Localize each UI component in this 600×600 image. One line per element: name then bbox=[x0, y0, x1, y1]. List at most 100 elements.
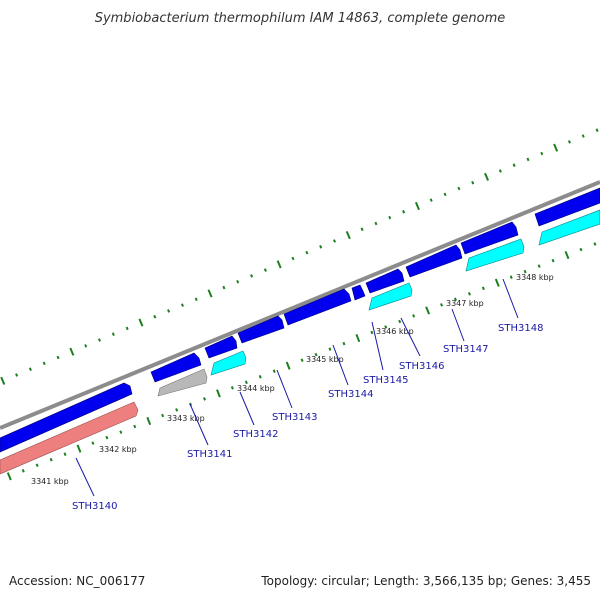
gene-arrow-sth3141[interactable] bbox=[157, 368, 208, 397]
minor-tick bbox=[56, 355, 60, 360]
gene-label-sth3147[interactable]: STH3147 bbox=[443, 344, 488, 355]
minor-tick bbox=[412, 314, 416, 318]
minor-tick bbox=[91, 441, 95, 445]
minor-tick bbox=[236, 279, 240, 284]
scale-label: 3346 kbp bbox=[376, 327, 414, 336]
minor-tick bbox=[222, 285, 226, 290]
minor-tick bbox=[258, 375, 262, 379]
minor-tick bbox=[342, 341, 346, 346]
minor-tick bbox=[49, 457, 53, 462]
leader-line bbox=[276, 369, 293, 409]
gene-arrow-sth3148-forward[interactable] bbox=[460, 221, 519, 255]
gene-arrow-sth3147[interactable] bbox=[405, 244, 463, 278]
gene-arrow-sth3149-forward[interactable] bbox=[534, 187, 600, 227]
minor-tick bbox=[388, 215, 392, 220]
leader-line bbox=[400, 317, 421, 357]
gene-arrow-sth3146-forward[interactable] bbox=[365, 268, 405, 294]
minor-tick bbox=[202, 397, 207, 401]
minor-tick bbox=[35, 463, 39, 467]
minor-tick bbox=[526, 157, 530, 162]
major-tick bbox=[69, 347, 75, 356]
minor-tick bbox=[180, 303, 184, 307]
gene-label-sth3141[interactable]: STH3141 bbox=[187, 449, 232, 460]
minor-tick bbox=[370, 330, 374, 335]
major-tick bbox=[564, 251, 570, 260]
major-tick bbox=[146, 416, 152, 426]
major-tick bbox=[414, 201, 420, 211]
minor-tick bbox=[537, 264, 541, 268]
forward-strand bbox=[0, 187, 600, 453]
major-tick bbox=[6, 472, 12, 481]
major-tick bbox=[553, 143, 559, 152]
gene-arrow-sth3146[interactable] bbox=[368, 282, 413, 311]
minor-tick bbox=[595, 128, 599, 132]
gene-label-sth3142[interactable]: STH3142 bbox=[233, 429, 278, 440]
map-title: Symbiobacterium thermophilum IAM 14863, … bbox=[95, 11, 506, 26]
major-tick bbox=[355, 333, 361, 343]
leader-line bbox=[451, 308, 465, 342]
minor-tick bbox=[97, 338, 102, 342]
scale-label: 3348 kbp bbox=[516, 273, 554, 282]
scale-label: 3342 kbp bbox=[99, 445, 137, 454]
minor-tick bbox=[429, 198, 433, 202]
minor-tick bbox=[319, 245, 323, 249]
accession-text: Accession: NC_006177 bbox=[9, 574, 146, 588]
gene-arrow-sth3142[interactable] bbox=[210, 350, 247, 376]
minor-tick bbox=[194, 297, 198, 301]
gene-arrow-sth3149-reverse[interactable] bbox=[538, 209, 600, 246]
minor-tick bbox=[119, 430, 123, 434]
gene-arrow-sth3140-forward[interactable] bbox=[0, 382, 133, 453]
minor-tick bbox=[15, 373, 19, 377]
minor-tick bbox=[42, 361, 46, 366]
gene-label-sth3145[interactable]: STH3145 bbox=[363, 375, 408, 386]
minor-tick bbox=[540, 151, 544, 156]
minor-tick bbox=[579, 247, 583, 252]
gene-label-sth3140[interactable]: STH3140 bbox=[72, 501, 117, 512]
minor-tick bbox=[523, 269, 527, 274]
reverse-strand bbox=[0, 209, 600, 475]
gene-label-sth3144[interactable]: STH3144 bbox=[328, 389, 373, 400]
gene-arrow-sth3143[interactable] bbox=[237, 315, 285, 344]
minor-tick bbox=[175, 408, 179, 412]
major-tick bbox=[484, 172, 490, 181]
major-tick bbox=[138, 318, 144, 327]
gene-arrow-sth3142-forward[interactable] bbox=[204, 335, 238, 359]
gene-label-sth3148[interactable]: STH3148 bbox=[498, 323, 543, 334]
major-tick bbox=[216, 389, 221, 398]
scale-label: 3343 kbp bbox=[167, 414, 205, 423]
minor-tick bbox=[498, 169, 502, 173]
minor-tick bbox=[314, 352, 318, 357]
minor-tick bbox=[167, 309, 171, 313]
outer-tick-ring bbox=[0, 128, 599, 385]
minor-tick bbox=[300, 358, 304, 362]
minor-tick bbox=[440, 303, 444, 307]
genome-summary-text: Topology: circular; Length: 3,566,135 bp… bbox=[261, 574, 591, 588]
minor-tick bbox=[567, 140, 571, 144]
gene-arrow-sth3148[interactable] bbox=[465, 238, 525, 272]
scale-label: 3347 kbp bbox=[446, 299, 484, 308]
leader-line bbox=[502, 278, 519, 319]
major-tick bbox=[425, 306, 431, 315]
leader-line bbox=[239, 391, 255, 426]
gene-arrow-sth3144[interactable] bbox=[283, 288, 352, 326]
leader-line bbox=[189, 403, 209, 446]
major-tick bbox=[285, 361, 291, 370]
gene-arrow-sth3141-forward[interactable] bbox=[150, 352, 202, 383]
gene-label-sth3143[interactable]: STH3143 bbox=[272, 412, 317, 423]
gene-label-sth3146[interactable]: STH3146 bbox=[399, 361, 444, 372]
minor-tick bbox=[374, 221, 378, 226]
minor-tick bbox=[593, 242, 597, 246]
minor-tick bbox=[153, 314, 157, 319]
minor-tick bbox=[272, 369, 276, 373]
minor-tick bbox=[332, 239, 337, 243]
gene-labels: STH3140 STH3141 STH3142 STH3143 STH3144 … bbox=[72, 323, 543, 512]
gene-arrow-sth3140-reverse[interactable] bbox=[0, 401, 139, 475]
scale-label: 3341 kbp bbox=[31, 477, 69, 486]
genome-backbone bbox=[0, 180, 600, 430]
minor-tick bbox=[457, 186, 461, 191]
minor-tick bbox=[250, 274, 254, 278]
leader-line bbox=[75, 457, 95, 497]
minor-tick bbox=[28, 367, 32, 371]
gene-arrow-sth3145[interactable] bbox=[351, 284, 366, 301]
minor-tick bbox=[328, 347, 332, 351]
